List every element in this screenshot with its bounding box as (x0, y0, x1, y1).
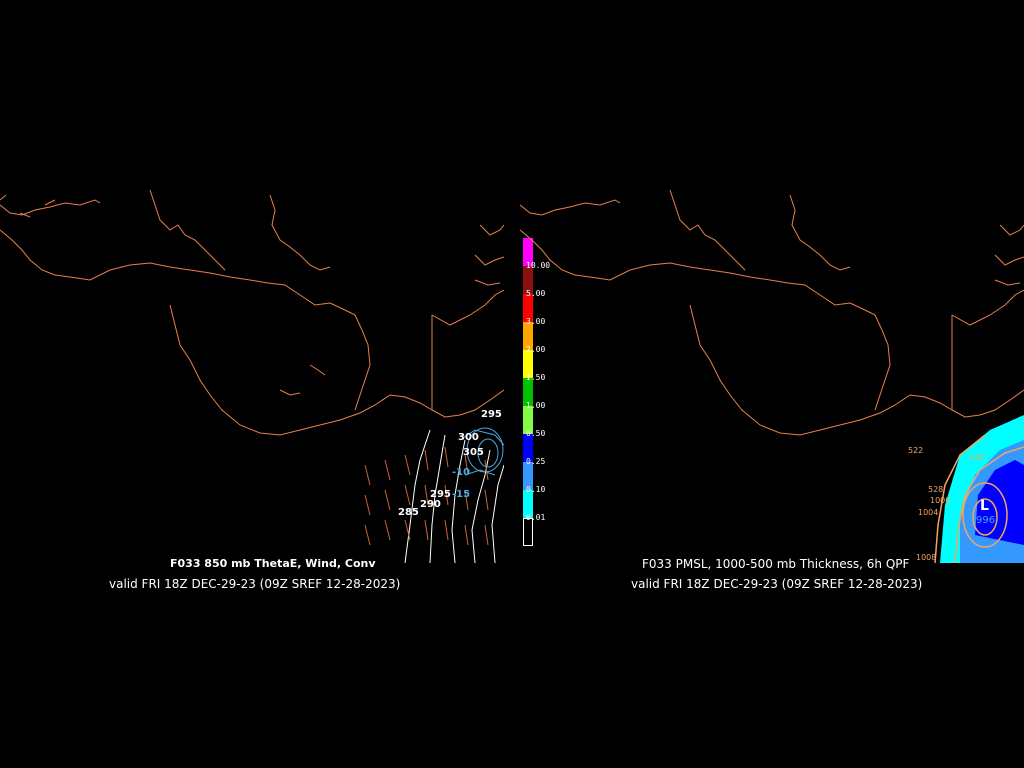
colorbar-segment (523, 238, 533, 266)
colorbar-segment (523, 294, 533, 322)
svg-text:528: 528 (928, 485, 943, 494)
svg-text:996: 996 (976, 515, 995, 526)
left-panel-title: F033 850 mb ThetaE, Wind, Conv (170, 557, 376, 570)
colorbar-segment (523, 462, 533, 490)
svg-text:-10: -10 (452, 467, 470, 478)
colorbar-level-label: 3.00 (526, 317, 546, 326)
contour-labels: 295 290 285 295 300 305 -10 -15 (398, 409, 502, 518)
colorbar-segment (523, 434, 533, 462)
colorbar-level-label: 0.01 (526, 513, 546, 522)
svg-text:-15: -15 (452, 489, 470, 500)
right-map: 522 528 1004 1008 1000 996 540 L (520, 189, 1024, 563)
colorbar-segment (523, 490, 533, 518)
svg-text:1000: 1000 (930, 496, 950, 505)
colorbar-level-label: 2.00 (526, 345, 546, 354)
colorbar-level-label: 10.00 (526, 261, 551, 270)
svg-text:1004: 1004 (918, 508, 938, 517)
colorbar-level-label: 0.25 (526, 457, 546, 466)
svg-text:290: 290 (420, 499, 441, 510)
colorbar-segment (523, 266, 533, 294)
svg-text:285: 285 (398, 507, 419, 518)
right-panel-title: F033 PMSL, 1000-500 mb Thickness, 6h QPF (642, 557, 910, 571)
right-map-panel: 522 528 1004 1008 1000 996 540 L (520, 185, 1024, 563)
colorbar-level-label: 5.00 (526, 289, 546, 298)
qpf-colorbar (523, 238, 533, 546)
svg-text:1008: 1008 (916, 553, 936, 562)
colorbar-level-label: 1.00 (526, 401, 546, 410)
svg-text:295: 295 (481, 409, 502, 420)
left-map: 295 290 285 295 300 305 -10 -15 (0, 189, 504, 563)
left-map-panel: 295 290 285 295 300 305 -10 -15 (0, 185, 504, 563)
colorbar-segment (523, 378, 533, 406)
coastline-right (520, 189, 1024, 436)
svg-text:540: 540 (970, 453, 985, 462)
svg-text:522: 522 (908, 446, 923, 455)
colorbar-level-label: 0.50 (526, 429, 546, 438)
colorbar-segment (523, 518, 533, 546)
right-panel-valid-time: valid FRI 18Z DEC-29-23 (09Z SREF 12-28-… (631, 577, 923, 591)
svg-text:295: 295 (430, 489, 451, 500)
colorbar-segment (523, 350, 533, 378)
colorbar-segment (523, 322, 533, 350)
wind-barbs (364, 446, 489, 546)
svg-text:305: 305 (463, 447, 484, 458)
svg-text:300: 300 (458, 432, 479, 443)
left-panel-valid-time: valid FRI 18Z DEC-29-23 (09Z SREF 12-28-… (109, 577, 401, 591)
colorbar-segment (523, 406, 533, 434)
right-contour-labels: 522 528 1004 1008 1000 996 540 L (908, 446, 995, 562)
colorbar-level-label: 0.10 (526, 485, 546, 494)
colorbar-level-label: 1.50 (526, 373, 546, 382)
coastline (0, 189, 504, 436)
svg-text:L: L (980, 498, 989, 514)
pmsl-contours (934, 434, 1024, 563)
convergence-contours (459, 427, 504, 476)
